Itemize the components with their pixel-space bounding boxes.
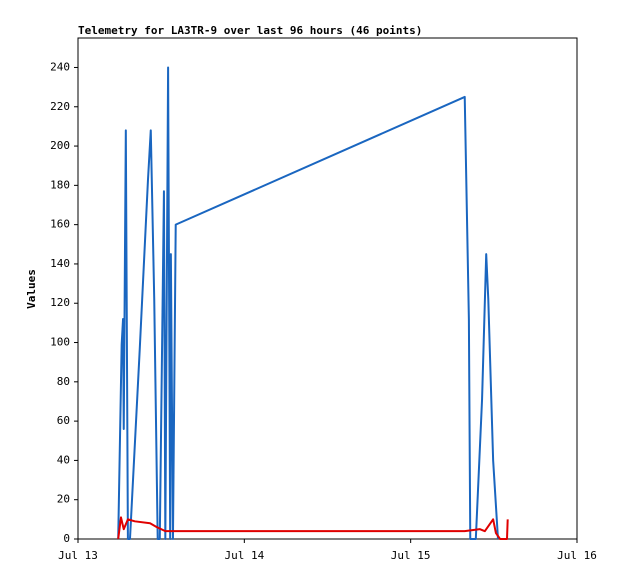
y-tick-label: 240 — [50, 60, 70, 73]
x-tick-label: Jul 16 — [557, 549, 597, 562]
x-tick-label: Jul 13 — [58, 549, 98, 562]
y-tick-label: 60 — [57, 414, 70, 427]
y-tick-label: 200 — [50, 139, 70, 152]
y-tick-label: 0 — [63, 532, 70, 545]
y-tick-label: 220 — [50, 100, 70, 113]
y-tick-label: 20 — [57, 493, 70, 506]
series-line — [117, 66, 499, 540]
chart-title: Telemetry for LA3TR-9 over last 96 hours… — [78, 24, 422, 37]
series-line — [117, 516, 509, 540]
x-tick-label: Jul 15 — [391, 549, 431, 562]
y-tick-label: 140 — [50, 257, 70, 270]
x-tick-label: Jul 14 — [224, 549, 264, 562]
y-tick-label: 180 — [50, 178, 70, 191]
y-tick-label: 120 — [50, 296, 70, 309]
y-tick-label: 100 — [50, 336, 70, 349]
y-axis-label: Values — [25, 269, 38, 309]
y-tick-label: 40 — [57, 453, 70, 466]
y-tick-label: 80 — [57, 375, 70, 388]
y-tick-label: 160 — [50, 218, 70, 231]
plot-frame — [77, 37, 578, 540]
